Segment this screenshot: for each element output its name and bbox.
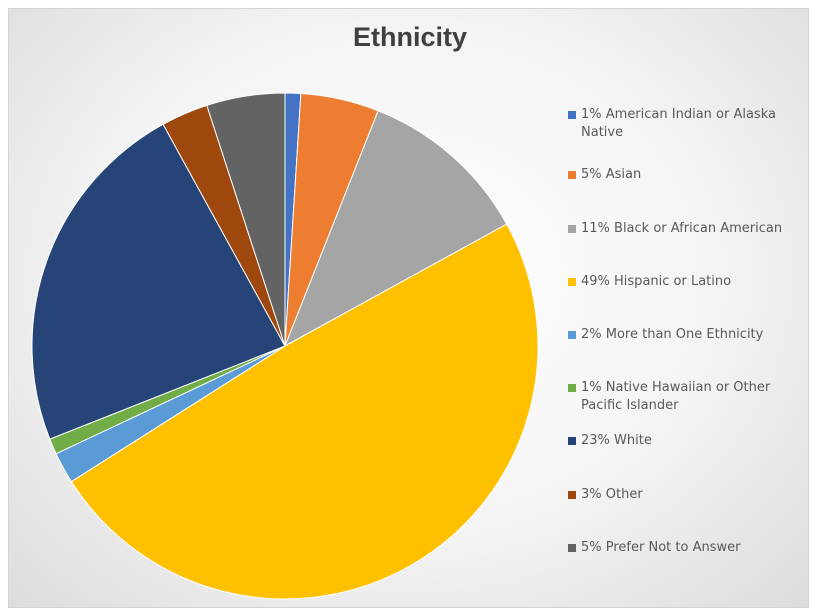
pie-slice-3 [284,110,508,348]
pie-slice-4 [70,223,539,600]
legend-swatch [568,491,576,499]
legend-label: 1% Native Hawaiian or Other Pacific Isla… [581,380,771,413]
legend-label: 3% Other [581,487,643,502]
legend-label: 5% Prefer Not to Answer [581,540,741,555]
legend-swatch [568,331,576,339]
legend-swatch [568,544,576,552]
pie-slice-7 [31,123,286,440]
legend-swatch [568,437,576,445]
legend-swatch [568,278,576,286]
legend-label: 11% Black or African American [581,221,783,236]
legend-swatch [568,384,576,392]
chart-title: Ethnicity [352,22,467,52]
legend-swatch [568,171,576,179]
pie-slice-9 [206,92,286,347]
legend-label: 1% American Indian or Alaska Native [581,107,776,140]
legend-label: 2% More than One Ethnicity [581,327,764,342]
legend-label: 23% White [581,433,652,448]
legend-swatch [568,111,576,119]
legend-swatch [568,225,576,233]
legend-label: 5% Asian [581,167,642,182]
legend-label: 49% Hispanic or Latino [581,274,732,289]
